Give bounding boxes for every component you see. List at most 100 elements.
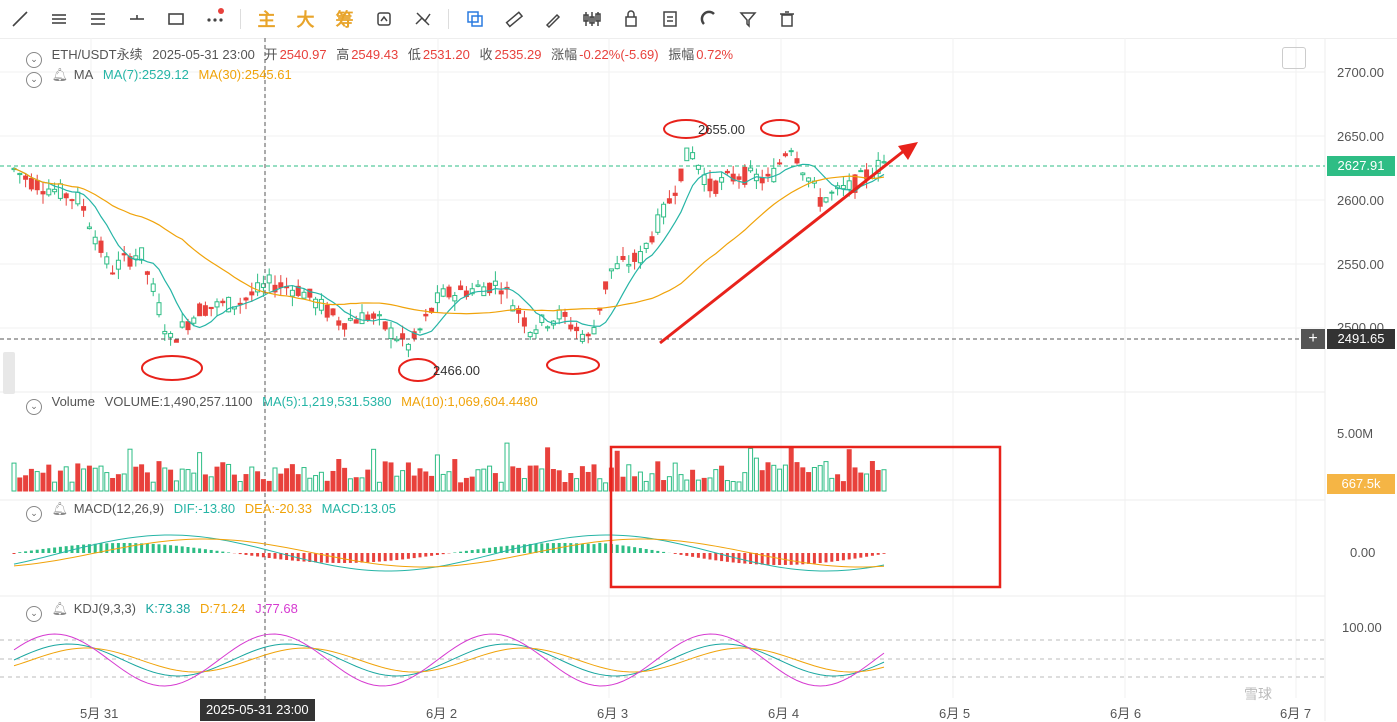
volume-bar <box>859 473 863 491</box>
macd-bar <box>697 553 700 558</box>
indicator-off-icon[interactable] <box>403 0 442 38</box>
candle-body <box>592 328 596 334</box>
candle-body <box>203 306 207 316</box>
macd-bar <box>871 553 874 556</box>
copy-icon[interactable] <box>455 0 494 38</box>
macd-bar <box>303 553 306 562</box>
magnet-icon[interactable] <box>689 0 728 38</box>
volume-bar <box>447 472 451 491</box>
chips-button[interactable]: 筹 <box>325 6 364 32</box>
candle-body <box>372 314 376 318</box>
candle-body <box>70 200 74 201</box>
fullscreen-icon[interactable] <box>1282 47 1306 69</box>
compare-icon[interactable] <box>572 0 611 38</box>
notification-dot <box>218 8 224 14</box>
side-panel-toggle[interactable] <box>3 352 15 394</box>
highlight-circle <box>142 356 202 380</box>
highlight-circle <box>399 359 437 381</box>
volume-bar <box>621 477 625 491</box>
candle-body <box>360 313 364 324</box>
brush-icon[interactable] <box>533 0 572 38</box>
kdj-k: K:73.38 <box>146 601 191 616</box>
candle-body <box>609 269 613 271</box>
price-axis-label: 2700.00 <box>1337 65 1384 80</box>
volume-bar <box>801 468 805 491</box>
filter-icon[interactable] <box>728 0 767 38</box>
macd-bar <box>842 553 845 560</box>
macd-bar <box>517 545 520 553</box>
candle-body <box>441 289 445 296</box>
macd-bar <box>714 553 717 560</box>
macd-bar <box>424 553 427 557</box>
candle-body <box>638 252 642 263</box>
macd-bar <box>552 543 555 553</box>
candle-body <box>760 178 764 183</box>
rectangle-icon[interactable] <box>156 0 195 38</box>
bell-icon[interactable]: 🔔︎ <box>52 501 69 516</box>
macd-bar <box>343 553 346 563</box>
volume-bar <box>459 483 463 491</box>
volume-bar <box>580 467 584 491</box>
bell-icon[interactable]: 🔔︎ <box>52 601 69 616</box>
macd-bar <box>268 553 271 558</box>
candle-body <box>575 327 579 330</box>
volume-bar <box>87 466 91 491</box>
volume-bar <box>372 449 376 491</box>
candle-body <box>749 168 753 171</box>
collapse-icon[interactable]: ⌄ <box>26 52 42 68</box>
candle-body <box>58 184 62 199</box>
volume-bar <box>627 465 631 491</box>
candle-body <box>99 241 103 252</box>
ray-icon[interactable] <box>117 0 156 38</box>
main-chart-button[interactable]: 主 <box>247 6 286 32</box>
macd-bar <box>564 543 567 553</box>
volume-bar <box>134 467 138 491</box>
macd-bar <box>709 553 712 560</box>
volume-bar <box>383 462 387 491</box>
macd-bar <box>743 553 746 564</box>
line-tool-icon[interactable] <box>0 0 39 38</box>
collapse-icon[interactable]: ⌄ <box>26 506 42 522</box>
price-axis-label: 2550.00 <box>1337 257 1384 272</box>
replay-icon[interactable] <box>364 0 403 38</box>
macd-name: MACD(12,26,9) <box>74 501 164 516</box>
parallel-lines-icon[interactable] <box>78 0 117 38</box>
note-icon[interactable] <box>650 0 689 38</box>
candle-body <box>720 178 724 183</box>
horizontal-lines-icon[interactable] <box>39 0 78 38</box>
macd-bar <box>645 549 648 553</box>
volume-bar <box>865 474 869 491</box>
candle-body <box>522 318 526 326</box>
candle-body <box>824 198 828 202</box>
lock-icon[interactable] <box>611 0 650 38</box>
candle-body <box>621 257 625 260</box>
macd-bar <box>111 543 114 553</box>
macd-bar <box>633 547 636 553</box>
volume-bar <box>604 483 608 491</box>
ruler-icon[interactable] <box>494 0 533 38</box>
volume-bar <box>406 463 410 491</box>
candle-body <box>198 304 202 316</box>
candle-body <box>708 179 712 191</box>
candle-body <box>215 302 219 307</box>
volume-bar <box>470 477 474 491</box>
volume-bar <box>598 479 602 491</box>
volume-bar <box>847 450 851 491</box>
more-icon[interactable] <box>195 0 234 38</box>
trash-icon[interactable] <box>767 0 806 38</box>
volume-bar <box>290 465 294 491</box>
low-price-annotation: 2466.00 <box>433 363 480 378</box>
add-alert-icon[interactable]: + <box>1301 329 1325 349</box>
collapse-icon[interactable]: ⌄ <box>26 606 42 622</box>
collapse-icon[interactable]: ⌄ <box>26 399 42 415</box>
volume-bar <box>870 462 874 491</box>
low-value: 2531.20 <box>423 47 470 62</box>
volume-bar <box>476 470 480 491</box>
candle-body <box>29 179 33 189</box>
collapse-icon[interactable]: ⌄ <box>26 72 42 88</box>
volume-bar <box>82 469 86 491</box>
bell-icon[interactable]: 🔔︎ <box>52 67 69 82</box>
macd-bar <box>494 547 497 553</box>
large-orders-button[interactable]: 大 <box>286 6 325 32</box>
macd-bar <box>407 553 410 559</box>
